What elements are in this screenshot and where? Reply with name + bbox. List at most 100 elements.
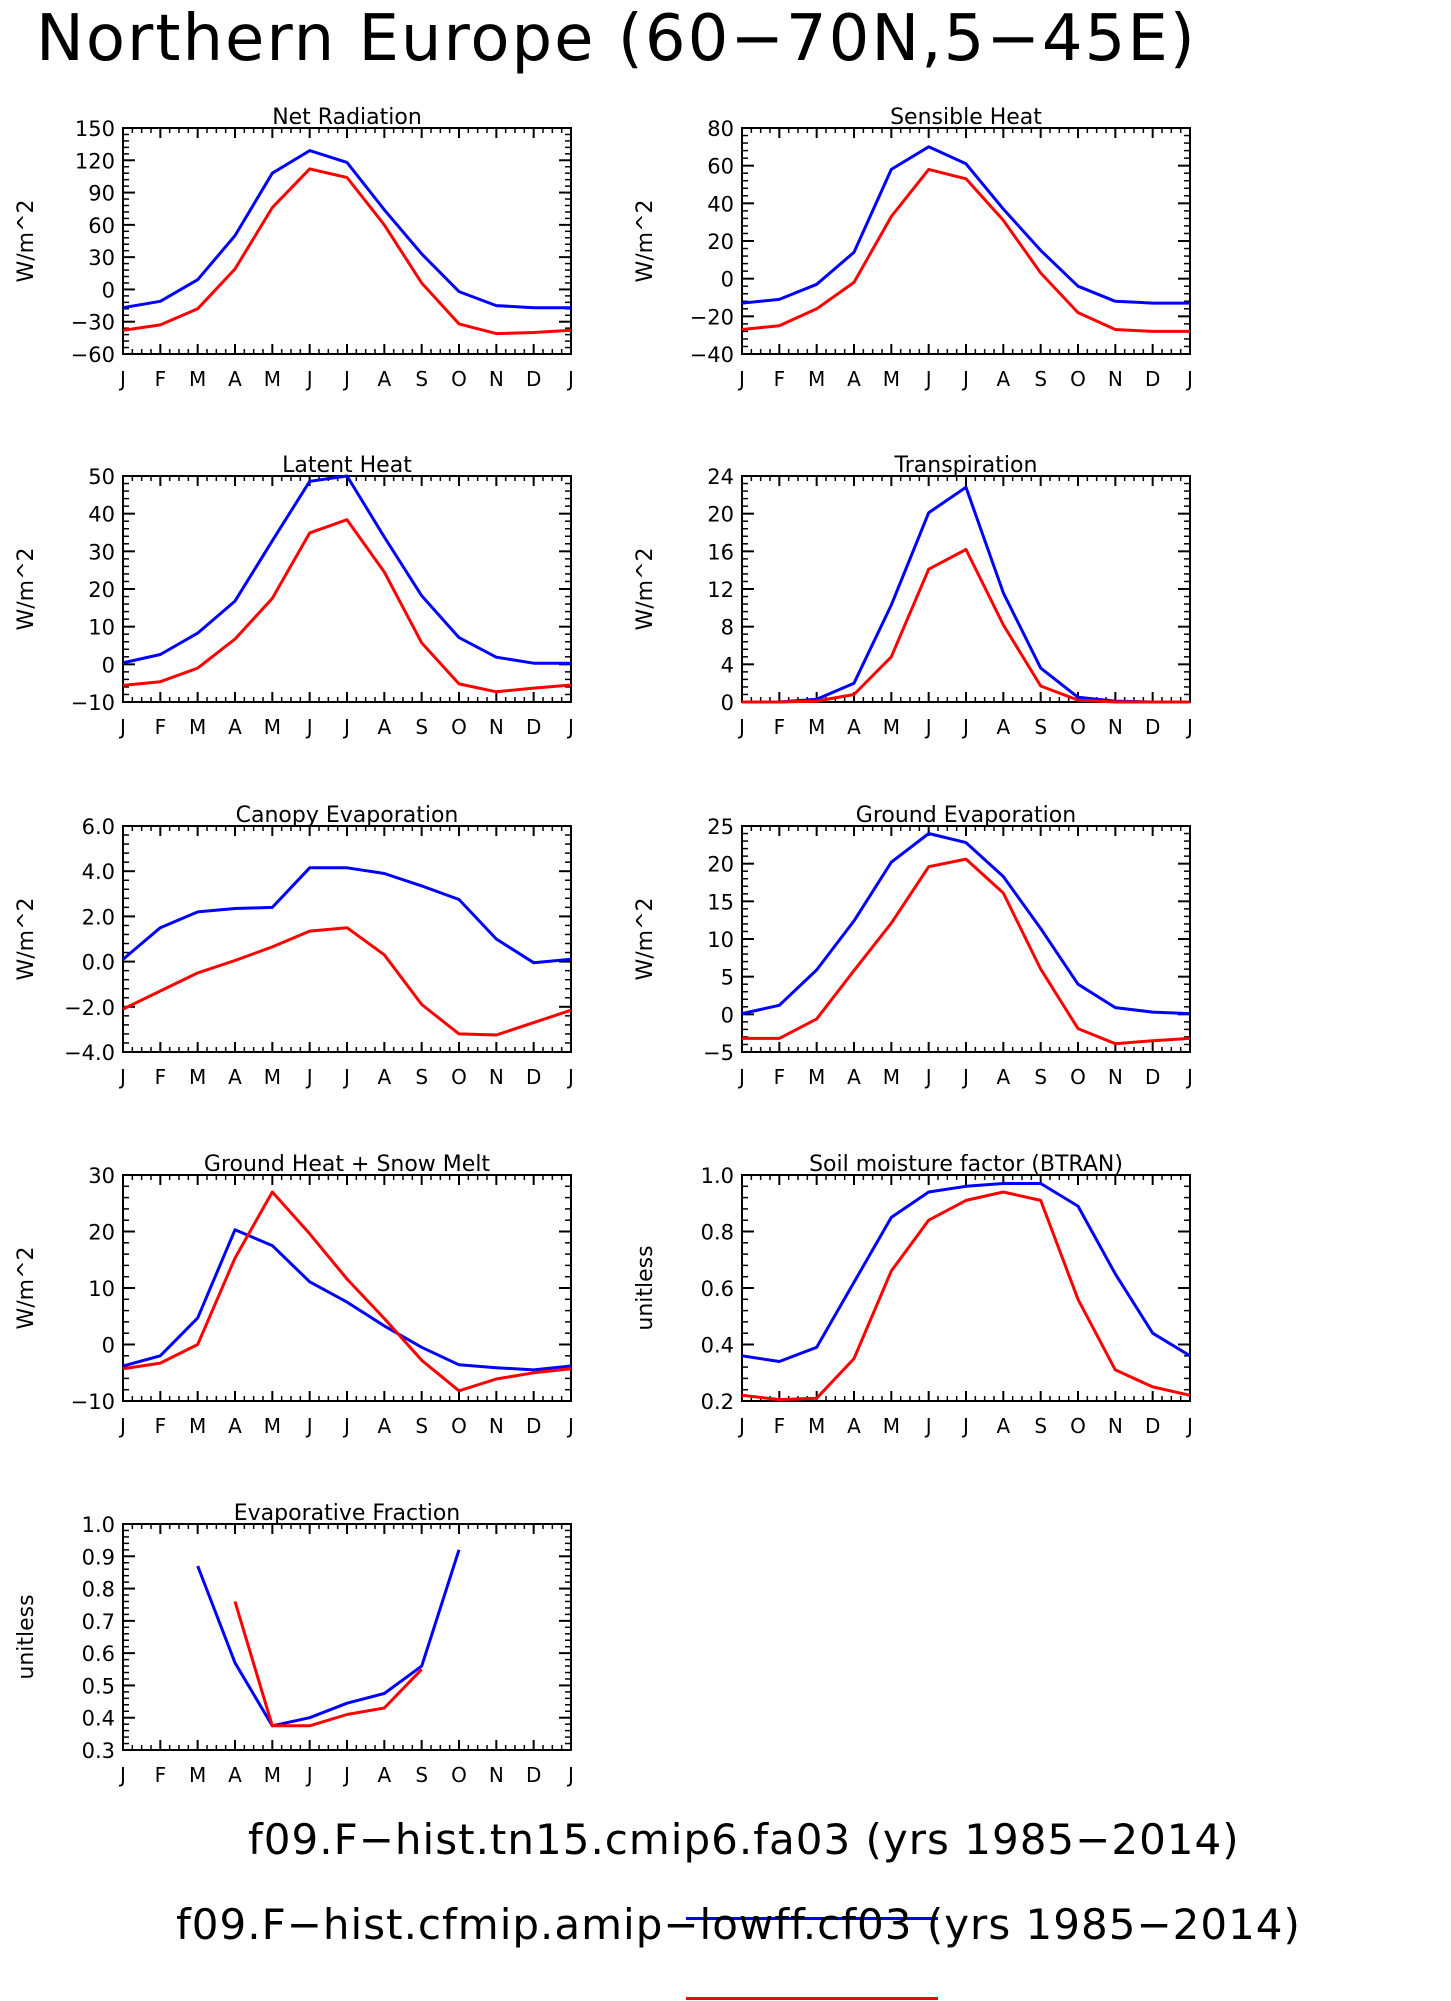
x-tick-label: S: [1034, 1414, 1047, 1438]
x-tick-label: J: [342, 715, 350, 739]
series-line-1: [741, 145, 1190, 305]
x-tick-label: J: [961, 1414, 969, 1438]
series-line-1: [741, 1182, 1191, 1363]
chart-title: Ground Evaporation: [856, 803, 1076, 828]
x-tick-label: N: [1108, 367, 1123, 391]
x-tick-label: M: [189, 367, 206, 391]
x-tick-label: N: [1108, 1065, 1123, 1089]
x-tick-label: S: [1034, 367, 1047, 391]
x-tick-label: J: [342, 367, 350, 391]
series-line-2: [233, 1601, 423, 1728]
x-tick-label: A: [996, 1414, 1010, 1438]
legend-line-2: [686, 1997, 938, 2000]
series-line-1: [122, 149, 571, 310]
legend-label-2: f09.F−hist.cfmip.amip−lowff.cf03 (yrs 19…: [176, 1900, 1301, 1949]
x-tick-label: J: [118, 715, 126, 739]
y-tick-label: 0.0: [82, 951, 115, 975]
x-tick-label: A: [996, 1065, 1010, 1089]
y-axis-label: unitless: [633, 1245, 658, 1330]
x-tick-label: A: [847, 367, 861, 391]
x-tick-label: F: [774, 715, 786, 739]
x-tick-label: D: [1145, 715, 1160, 739]
series-line-2: [741, 1190, 1191, 1402]
chart-title: Sensible Heat: [890, 105, 1042, 130]
x-tick-label: J: [737, 367, 745, 391]
y-tick-label: 0.8: [701, 1221, 734, 1245]
x-tick-label: J: [566, 715, 574, 739]
x-tick-label: A: [377, 1065, 391, 1089]
x-tick-label: J: [118, 1065, 126, 1089]
x-tick-label: D: [1145, 1414, 1160, 1438]
y-axis-label: W/m^2: [633, 897, 658, 980]
y-tick-label: 0.9: [82, 1545, 115, 1569]
y-tick-label: 10: [88, 616, 115, 640]
y-tick-label: 30: [88, 540, 115, 564]
x-tick-label: O: [1070, 715, 1086, 739]
x-tick-label: A: [847, 1065, 861, 1089]
x-tick-label: M: [264, 715, 281, 739]
y-tick-label: 16: [707, 540, 734, 564]
x-tick-label: A: [377, 1763, 391, 1787]
y-tick-label: 0: [102, 278, 115, 302]
plot-frame: [122, 475, 572, 703]
y-tick-label: 4: [721, 653, 734, 677]
x-tick-label: A: [847, 715, 861, 739]
y-tick-label: −5: [703, 1041, 734, 1065]
x-tick-label: A: [377, 1414, 391, 1438]
plot-frame: [122, 825, 572, 1053]
y-tick-label: 0.3: [82, 1739, 115, 1763]
series-line-1: [122, 866, 572, 965]
x-tick-label: A: [228, 1763, 242, 1787]
x-tick-label: A: [228, 367, 242, 391]
x-tick-label: J: [118, 367, 126, 391]
series-line-2: [122, 1190, 572, 1393]
y-tick-label: 0.5: [82, 1674, 115, 1698]
y-tick-label: 0: [721, 691, 734, 715]
x-tick-label: J: [305, 367, 313, 391]
x-tick-label: O: [451, 1763, 467, 1787]
y-axis-label: W/m^2: [14, 897, 39, 980]
x-tick-label: F: [155, 367, 167, 391]
x-tick-label: N: [489, 1763, 504, 1787]
x-tick-label: J: [305, 1414, 313, 1438]
chart-title: Latent Heat: [282, 453, 412, 478]
y-tick-label: −10: [71, 1390, 115, 1414]
x-tick-label: N: [489, 715, 504, 739]
y-tick-label: 0: [721, 268, 734, 292]
y-tick-label: 20: [707, 503, 734, 527]
y-tick-label: −10: [71, 691, 115, 715]
series-line-2: [122, 518, 572, 694]
y-tick-label: −40: [690, 343, 734, 367]
x-tick-label: M: [264, 1763, 281, 1787]
x-tick-label: S: [415, 367, 428, 391]
series-line-2: [741, 167, 1190, 333]
y-tick-label: 30: [88, 1164, 115, 1188]
x-tick-label: O: [451, 367, 467, 391]
x-tick-label: F: [155, 715, 167, 739]
chart-title: Transpiration: [894, 453, 1038, 478]
x-tick-label: F: [155, 1763, 167, 1787]
y-tick-label: 90: [88, 182, 115, 206]
x-tick-label: D: [526, 1763, 541, 1787]
y-tick-label: 2.0: [82, 905, 115, 929]
y-tick-label: 150: [75, 117, 115, 141]
y-tick-label: 0: [102, 653, 115, 677]
series-line-1: [741, 832, 1191, 1016]
x-tick-label: M: [264, 1065, 281, 1089]
x-tick-label: M: [808, 367, 825, 391]
y-tick-label: 10: [88, 1277, 115, 1301]
x-tick-label: A: [228, 1414, 242, 1438]
legend-label-1: f09.F−hist.tn15.cmip6.fa03 (yrs 1985−201…: [248, 1815, 1240, 1864]
y-tick-label: 1.0: [701, 1164, 734, 1188]
x-tick-label: A: [228, 715, 242, 739]
x-tick-label: O: [451, 1065, 467, 1089]
series-line-2: [742, 857, 1191, 1046]
x-tick-label: D: [1145, 367, 1160, 391]
x-tick-label: J: [118, 1414, 126, 1438]
y-tick-label: 20: [707, 230, 734, 254]
y-tick-label: −60: [71, 343, 115, 367]
chart-title: Net Radiation: [272, 105, 422, 130]
x-tick-label: J: [924, 715, 932, 739]
